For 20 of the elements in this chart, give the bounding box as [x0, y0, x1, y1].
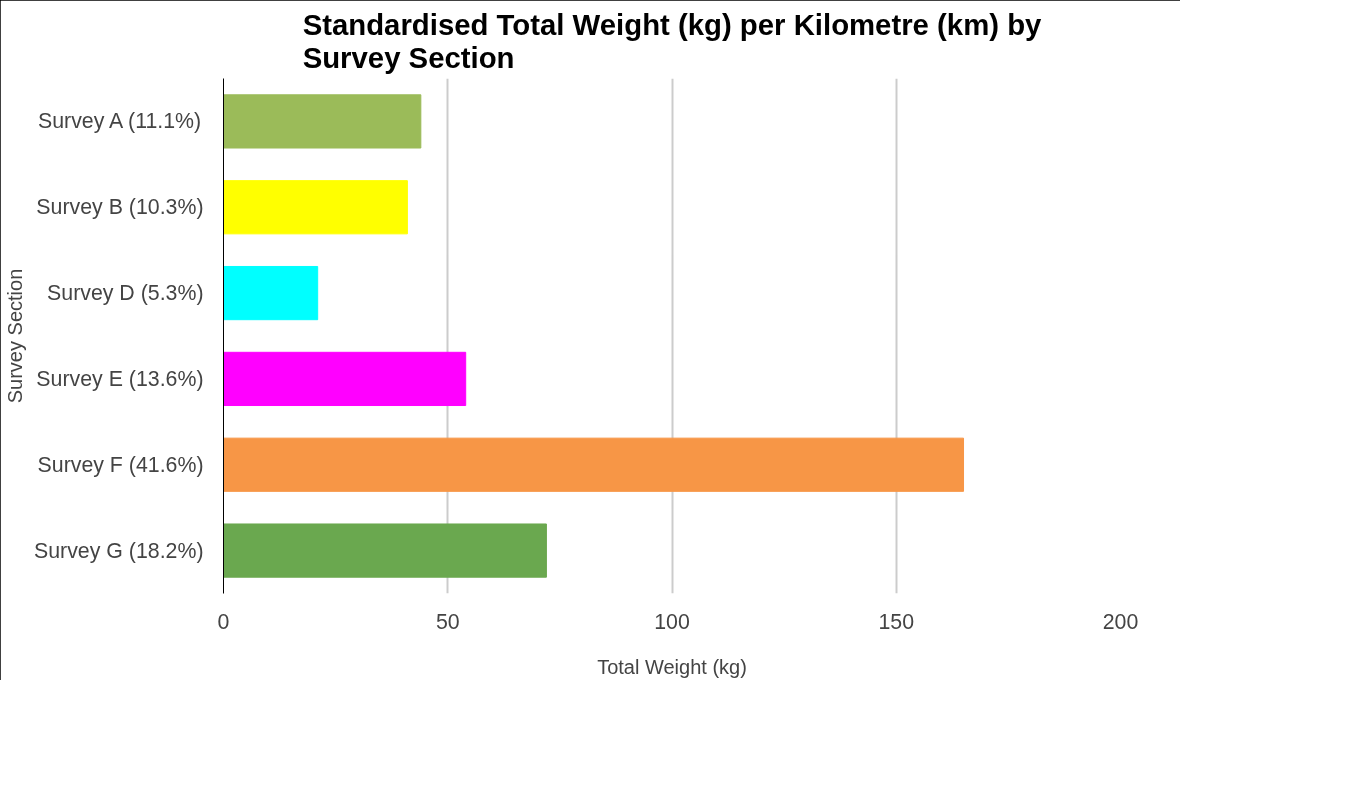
y-tick-label: Survey G (18.2%) [34, 538, 204, 563]
bar [223, 94, 422, 149]
x-tick-label: 200 [1102, 609, 1139, 634]
bar [223, 351, 467, 407]
chart-title: Standardised Total Weight (kg) per Kilometre (km) by Survey Section [302, 7, 1043, 74]
bar [223, 437, 965, 492]
y-tick-label: Survey A (11.1%) [37, 109, 202, 134]
y-tick-label: Survey F (41.6%) [37, 452, 204, 477]
bar [223, 180, 408, 235]
x-tick-label: 100 [654, 609, 690, 634]
x-tick-label: 50 [435, 609, 460, 634]
y-tick-label: Survey B (10.3%) [36, 195, 204, 220]
x-tick-label: 150 [878, 609, 915, 634]
y-tick-label: Survey D (5.3%) [47, 281, 204, 306]
x-tick-label: 0 [217, 609, 230, 634]
y-tick-label: Survey E (13.6%) [36, 366, 204, 391]
x-axis-title: Total Weight (kg) [597, 655, 747, 678]
bar [223, 523, 547, 578]
bar [223, 265, 319, 321]
y-axis-title: Survey Section [4, 268, 26, 404]
